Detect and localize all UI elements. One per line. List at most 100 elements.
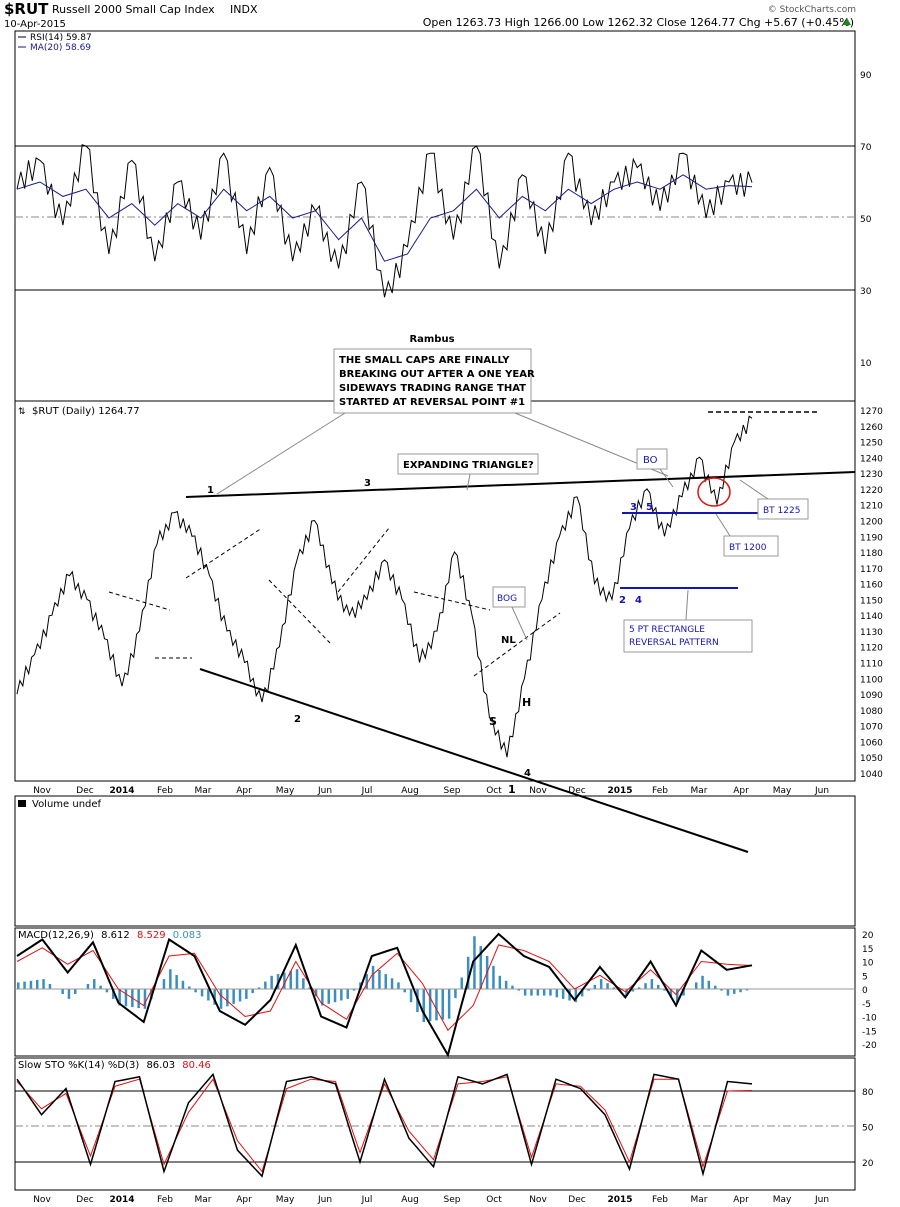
price-tick-label: 1180 [860,549,883,559]
histogram-bar [118,989,121,1006]
price-tick-label: 1120 [860,644,883,654]
histogram-bar [207,989,210,1001]
price-tick-label: 1080 [860,707,883,717]
price-x-axis: Nov Dec 2014 Feb Mar Apr May Jun Jul Aug Sep Oct Nov… [33,786,829,796]
month-tick-label: Nov [529,786,547,796]
sto-x-axis: Nov Dec 2014 Feb Mar Apr May Jun Jul Aug Sep Oct Nov… [33,1195,829,1205]
histogram-bar [657,984,660,989]
flag-line-1 [108,591,171,611]
price-tick-label: 1130 [860,628,883,638]
brand-label: © StockCharts.com [768,5,856,15]
month-tick-label: Aug [401,1195,419,1205]
histogram-bar [739,989,742,993]
rsi-ma-line [16,174,753,262]
histogram-bar [384,974,387,989]
rect-point-label: 3 [630,502,637,513]
histogram-bar [422,989,425,1022]
histogram-bar [549,989,552,996]
histogram-bar [517,989,521,991]
rect-pattern-box [623,619,753,653]
histogram-bar [701,975,704,989]
macd-tick-label: 10 [862,959,874,969]
histogram-bar [397,982,400,989]
histogram-bar [194,989,197,993]
price-tick-label: 1270 [860,407,883,417]
month-tick-label: Mar [691,786,708,796]
histogram-bar [428,989,432,1022]
histogram-bar [644,983,647,989]
shoulder-left-label: S [489,715,497,728]
histogram-bar [707,980,711,990]
triangle-lower-line [199,668,749,853]
rsi-tick-label: 10 [860,359,872,369]
histogram-bar [238,989,242,1002]
bt1225-box [757,498,809,520]
rsi-line [16,144,753,298]
rect-pattern-pointer [685,589,689,621]
price-tick-label: 1200 [860,518,883,528]
volume-frame [14,795,856,927]
rsi-legend: RSI(14) 59.87 [30,33,92,43]
point-label: 3 [364,478,371,489]
rsi-panel: RSI(14) 59.87 MA(20) 58.69 10 30 50 70 90 Ra… [14,30,872,402]
histogram-bar [169,969,172,989]
month-tick-label: May [773,786,792,796]
month-tick-label: Oct [486,1195,502,1205]
histogram-bar [162,979,166,989]
histogram-bar [599,979,603,989]
price-tick-label: 1050 [860,754,883,764]
index-name: Russell 2000 Small Cap Index [52,3,215,16]
month-tick-label: May [773,1195,792,1205]
histogram-bar [574,989,578,1003]
histogram-bar [720,989,723,991]
histogram-bar [637,987,641,989]
histogram-bar [530,989,533,996]
histogram-bar [695,982,698,989]
histogram-bar [352,989,356,991]
macd-frame [14,927,856,1057]
histogram-bar [403,989,406,993]
histogram-bar [36,979,39,989]
histogram-bar [663,989,666,991]
sto-panel: 20 50 80 Slow STO %K(14) %D(3) 86.03 80.46 [14,1057,874,1191]
histogram-bar [99,985,102,989]
month-tick-label: Dec [76,786,93,796]
month-tick-label: Apr [733,1195,749,1205]
month-tick-label: Aug [401,786,419,796]
month-tick-label: Nov [33,786,51,796]
bt1200-pointer [715,513,731,537]
volume-legend: Volume undef [32,799,102,810]
nl-label: NL [501,635,516,646]
point-label: 1 [207,485,214,496]
histogram-bar [105,989,109,993]
bt1225-pointer [739,479,769,500]
histogram-bar [124,989,128,1007]
histogram-bar [523,989,527,996]
histogram-bar [42,979,45,989]
sto-legend: Slow STO %K(14) %D(3) 86.03 80.46 [18,1060,211,1071]
rsi-tick-label: 70 [860,143,872,153]
bog-pointer [511,606,528,641]
histogram-bar [650,979,654,989]
month-tick-label: Mar [195,1195,212,1205]
histogram-bar [86,984,90,989]
macd-tick-label: -5 [862,1000,871,1010]
histogram-bar [67,989,71,999]
histogram-bar [74,989,77,994]
price-panel: $RUT (Daily) 1264.77 ⇅ 10401050106010701… [14,348,883,853]
candle-icon: ⇅ [18,407,26,417]
price-tick-label: 1060 [860,738,883,748]
sto-tick-label: 50 [862,1124,874,1134]
price-legend: $RUT (Daily) 1264.77 [32,406,140,417]
sto-k-value: 86.03 [146,1060,175,1071]
triangle-callout-box [397,453,539,475]
callout-pointer-left [216,412,346,495]
price-tick-label: 1110 [860,660,883,670]
histogram-bar [23,981,26,989]
price-tick-label: 1160 [860,581,883,591]
price-axis: 1040 1050 1060 1070 1080 1090 1100 1110 1120 1130… [860,407,883,780]
histogram-bar [447,989,451,1019]
bo-label: BO [643,455,658,466]
point-label: 2 [294,714,301,725]
histogram-bar [175,975,178,989]
